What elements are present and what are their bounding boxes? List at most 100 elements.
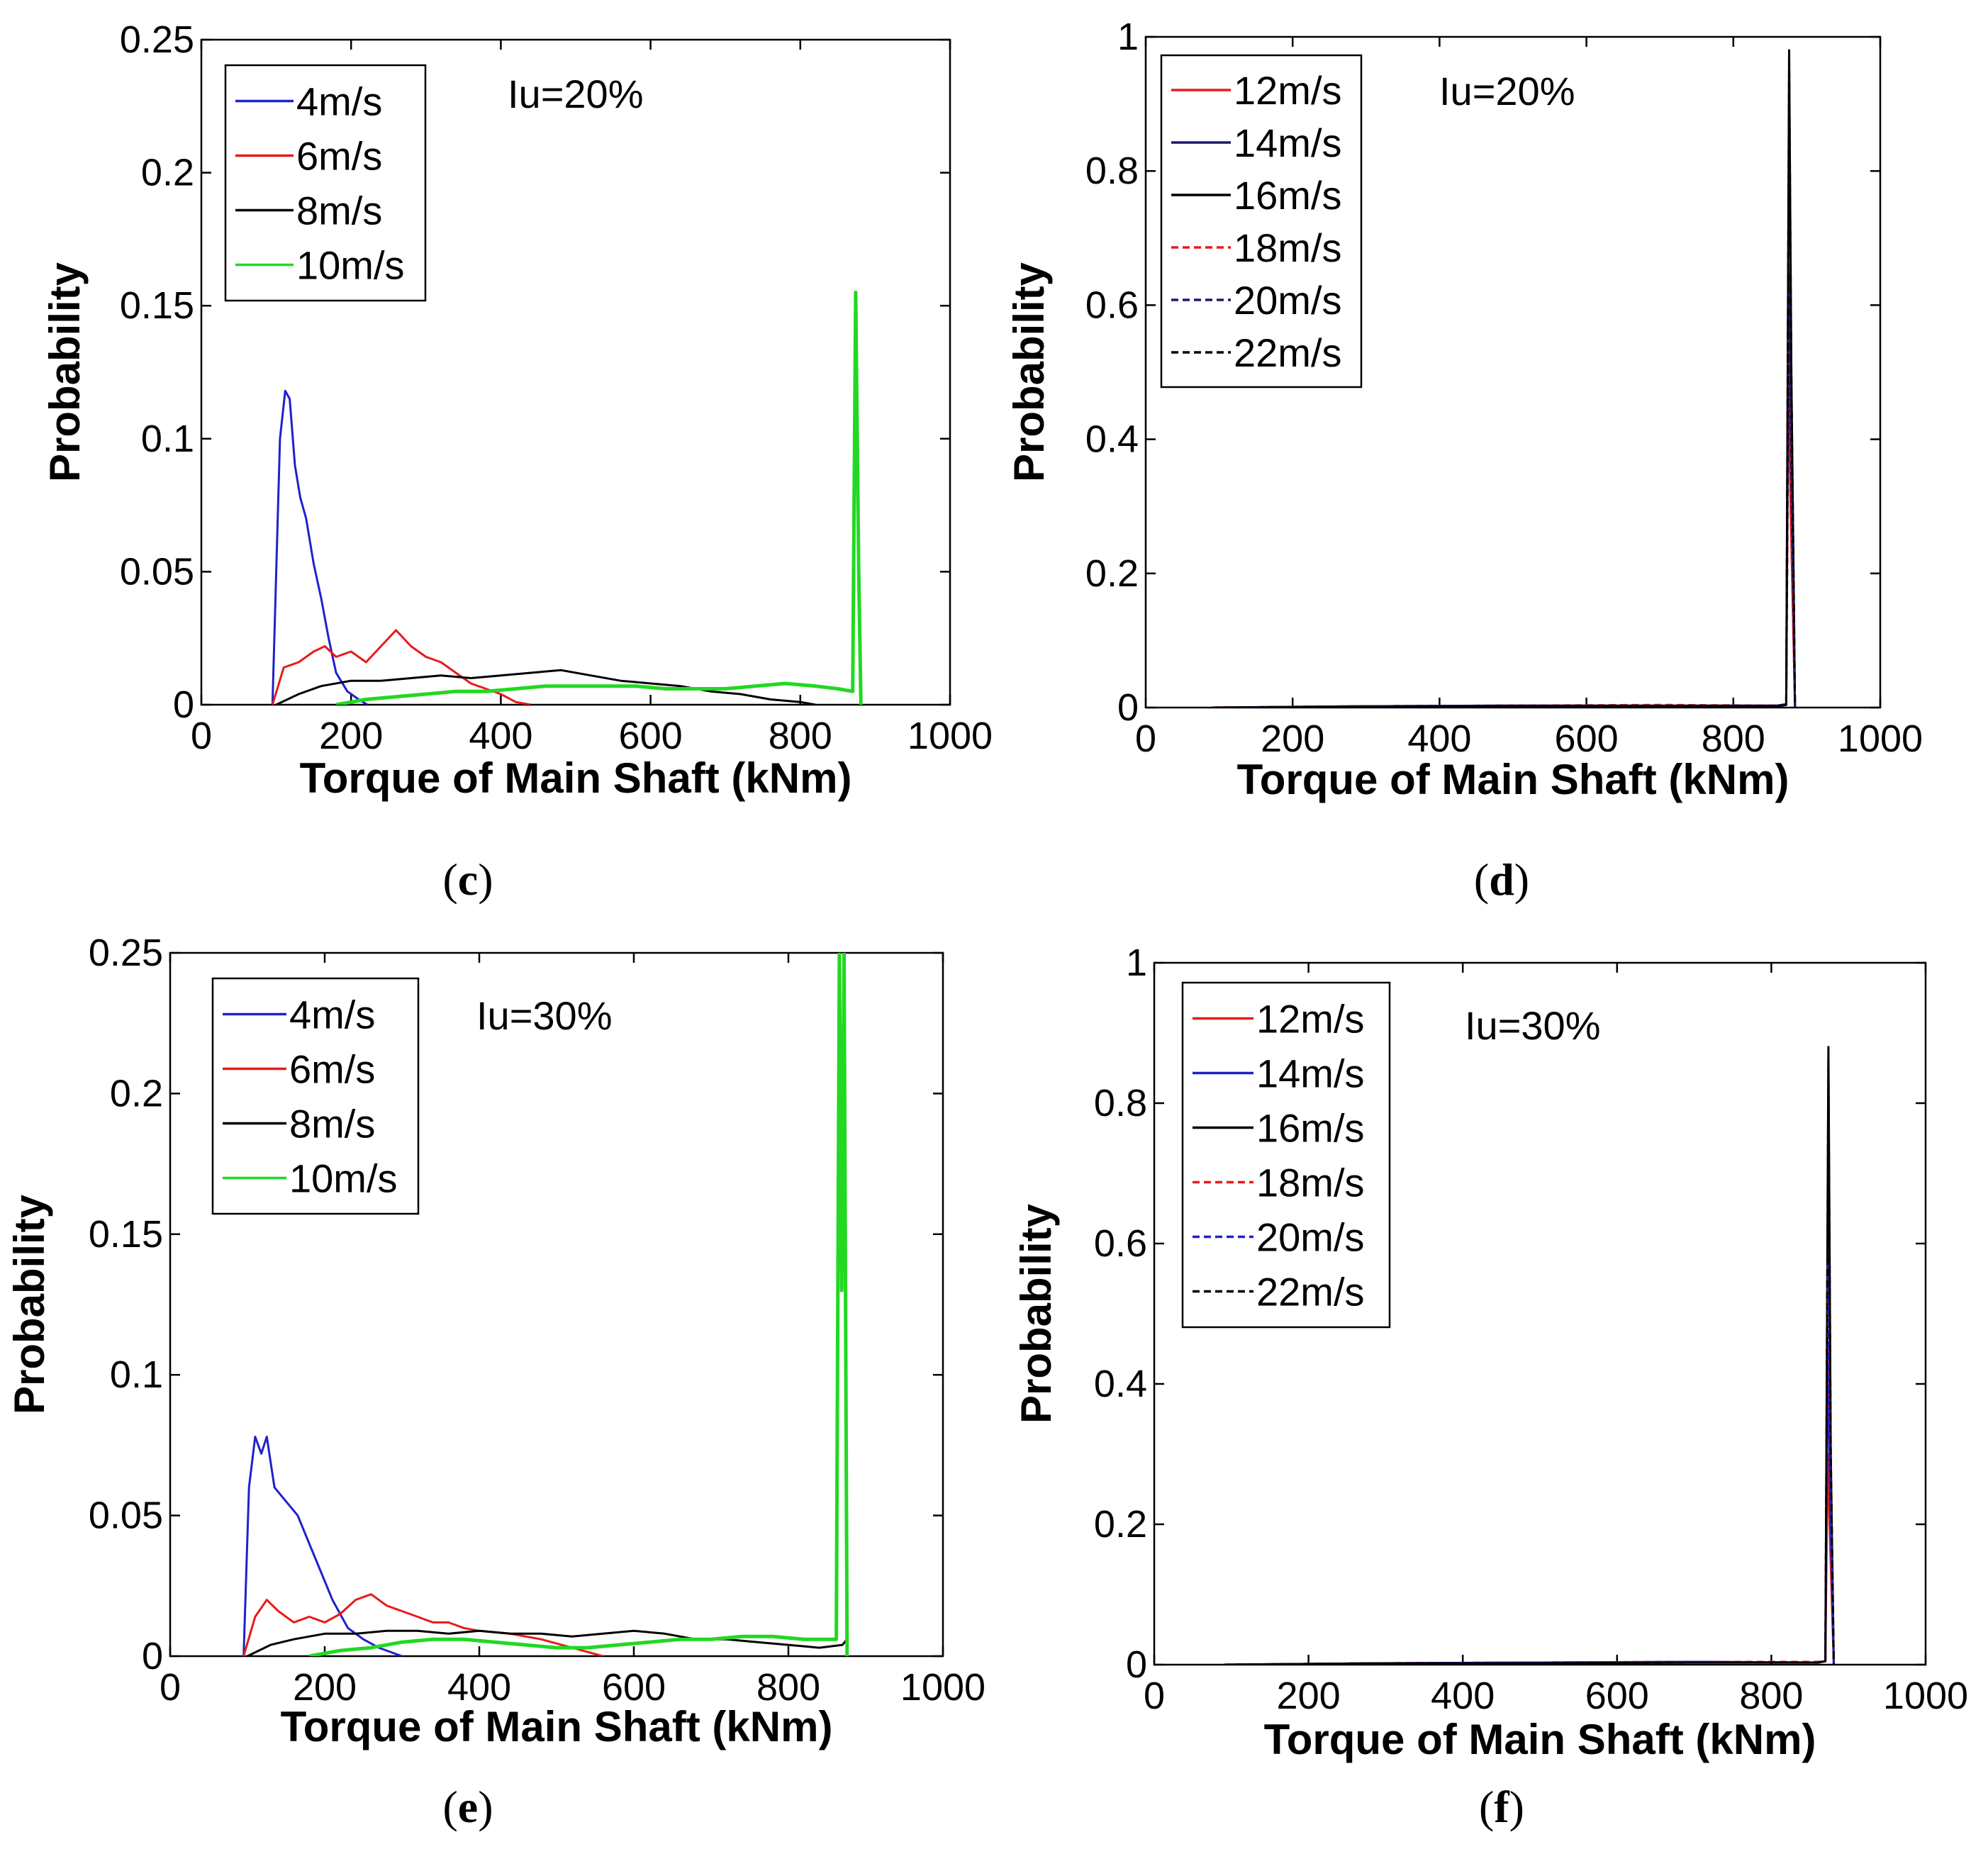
x-tick-label: 600 <box>602 1666 666 1709</box>
y-tick-label: 0.2 <box>110 1072 163 1115</box>
legend-entry: 16m/s <box>1256 1106 1365 1151</box>
legend-entry: 22m/s <box>1234 330 1342 375</box>
x-tick-label: 0 <box>1135 717 1156 760</box>
panel-caption-letter: f <box>1494 1782 1509 1832</box>
series-line-10m-s <box>308 953 849 1656</box>
y-axis-label: Probability <box>41 262 89 482</box>
x-tick-label: 1000 <box>908 715 993 757</box>
y-tick-label: 0.15 <box>120 284 194 327</box>
y-tick-label: 0.2 <box>141 152 194 194</box>
x-tick-label: 200 <box>1277 1675 1341 1717</box>
x-tick-label: 0 <box>1144 1675 1165 1717</box>
y-tick-label: 0.15 <box>89 1213 163 1256</box>
legend-entry: 14m/s <box>1234 121 1342 165</box>
y-tick-label: 1 <box>1126 942 1147 984</box>
x-axis-label: Torque of Main Shaft (kNm) <box>281 1703 833 1750</box>
y-tick-label: 0.4 <box>1085 418 1139 461</box>
series-line-22m-s <box>1212 55 1797 708</box>
y-axis-label: Probability <box>1012 1203 1060 1424</box>
y-tick-label: 0.25 <box>89 932 163 974</box>
turbulence-annotation: Iu=20% <box>1439 69 1575 113</box>
y-tick-label: 1 <box>1117 16 1139 58</box>
x-tick-label: 800 <box>769 715 832 757</box>
panel-caption: (c) <box>442 854 493 905</box>
y-tick-label: 0.2 <box>1085 552 1139 595</box>
chart-panel-e: 0 200 400 600 800 1000 0 0.05 0.1 0.15 0.2 0.25 Torq… <box>6 932 985 1832</box>
legend-entry: 14m/s <box>1256 1051 1365 1096</box>
x-tick-label: 1000 <box>900 1666 985 1709</box>
y-tick-label: 0.05 <box>89 1495 163 1537</box>
x-tick-label: 600 <box>619 715 683 757</box>
series-line-4m-s <box>271 389 369 705</box>
legend-box <box>224 64 427 302</box>
legend-entry: 6m/s <box>296 134 382 179</box>
series-group <box>242 953 849 1656</box>
turbulence-annotation: Iu=30% <box>1465 1003 1601 1048</box>
panel-caption: (e) <box>442 1782 493 1832</box>
y-tick-label: 0.05 <box>120 550 194 593</box>
x-tick-label: 200 <box>1261 717 1324 760</box>
legend-entry: 10m/s <box>289 1156 398 1201</box>
y-tick-label: 0.6 <box>1094 1222 1147 1265</box>
series-line-10m-s <box>335 290 863 705</box>
panel-caption-letter: e <box>458 1782 478 1832</box>
x-tick-label: 600 <box>1585 1675 1649 1717</box>
chart-panel-d: 0 200 400 600 800 1000 0 0.2 0.4 0.6 0.8 1 Torque of… <box>1005 16 1923 905</box>
x-tick-label: 0 <box>160 1666 181 1709</box>
x-axis-label: Torque of Main Shaft (kNm) <box>300 754 852 802</box>
y-tick-label: 0 <box>142 1635 163 1677</box>
x-tick-label: 800 <box>1702 717 1765 760</box>
y-tick-label: 0.8 <box>1094 1082 1147 1124</box>
x-axis-label: Torque of Main Shaft (kNm) <box>1264 1716 1816 1763</box>
x-axis-label: Torque of Main Shaft (kNm) <box>1237 756 1789 803</box>
x-tick-label: 400 <box>1407 717 1471 760</box>
legend-entry: 22m/s <box>1256 1270 1365 1314</box>
x-tick-label: 800 <box>1739 1675 1803 1717</box>
y-tick-label: 0.8 <box>1085 150 1139 192</box>
series-group <box>271 290 863 705</box>
y-tick-label: 0.1 <box>141 418 194 460</box>
x-tick-label: 1000 <box>1883 1675 1968 1717</box>
legend-entry: 6m/s <box>289 1047 375 1092</box>
legend: 4m/s 6m/s 8m/s 10m/s <box>224 64 427 302</box>
legend-entry: 18m/s <box>1256 1161 1365 1205</box>
legend-entry: 4m/s <box>289 993 375 1037</box>
x-tick-label: 200 <box>319 715 383 757</box>
x-tick-label: 400 <box>1431 1675 1495 1717</box>
legend-entry: 18m/s <box>1234 225 1342 270</box>
panel-caption-letter: c <box>458 854 478 905</box>
legend-entry: 20m/s <box>1256 1215 1365 1260</box>
x-tick-label: 800 <box>756 1666 820 1709</box>
legend-entry: 8m/s <box>296 189 382 233</box>
series-line-22m-s <box>1223 1060 1835 1665</box>
chart-panel-c: 0 200 400 600 800 1000 0 0.05 0.1 0.15 0.2 0.25 Torq… <box>41 18 993 905</box>
y-tick-label: 0 <box>1126 1643 1147 1686</box>
legend-entry: 20m/s <box>1234 278 1342 323</box>
legend: 12m/s 14m/s 16m/s 18m/s 20m/s 22m/s <box>1160 54 1363 389</box>
chart-panel-f: 0 200 400 600 800 1000 0 0.2 0.4 0.6 0.8 1 Torque of… <box>1012 942 1968 1832</box>
y-tick-label: 0.4 <box>1094 1363 1147 1405</box>
x-tick-label: 1000 <box>1838 717 1923 760</box>
legend: 4m/s 6m/s 8m/s 10m/s <box>211 977 420 1215</box>
y-tick-label: 0.25 <box>120 18 194 61</box>
y-tick-label: 0 <box>173 683 194 726</box>
x-tick-label: 0 <box>191 715 212 757</box>
y-axis-label: Probability <box>6 1194 53 1414</box>
series-group <box>1212 49 1797 708</box>
y-tick-label: 0.2 <box>1094 1503 1147 1546</box>
legend-entry: 12m/s <box>1234 68 1342 113</box>
y-axis-label: Probability <box>1005 262 1053 482</box>
x-tick-label: 400 <box>469 715 532 757</box>
legend-entry: 12m/s <box>1256 997 1365 1041</box>
legend-box <box>1181 981 1391 1329</box>
legend-entry: 16m/s <box>1234 173 1342 218</box>
y-tick-label: 0.1 <box>110 1353 163 1396</box>
series-line-6m-s <box>271 629 531 705</box>
panel-caption: (f) <box>1479 1782 1524 1832</box>
series-line-4m-s <box>242 1436 403 1656</box>
y-tick-label: 0 <box>1117 686 1139 729</box>
series-group <box>1223 1046 1835 1665</box>
x-tick-label: 200 <box>293 1666 357 1709</box>
legend-entry: 10m/s <box>296 243 405 288</box>
